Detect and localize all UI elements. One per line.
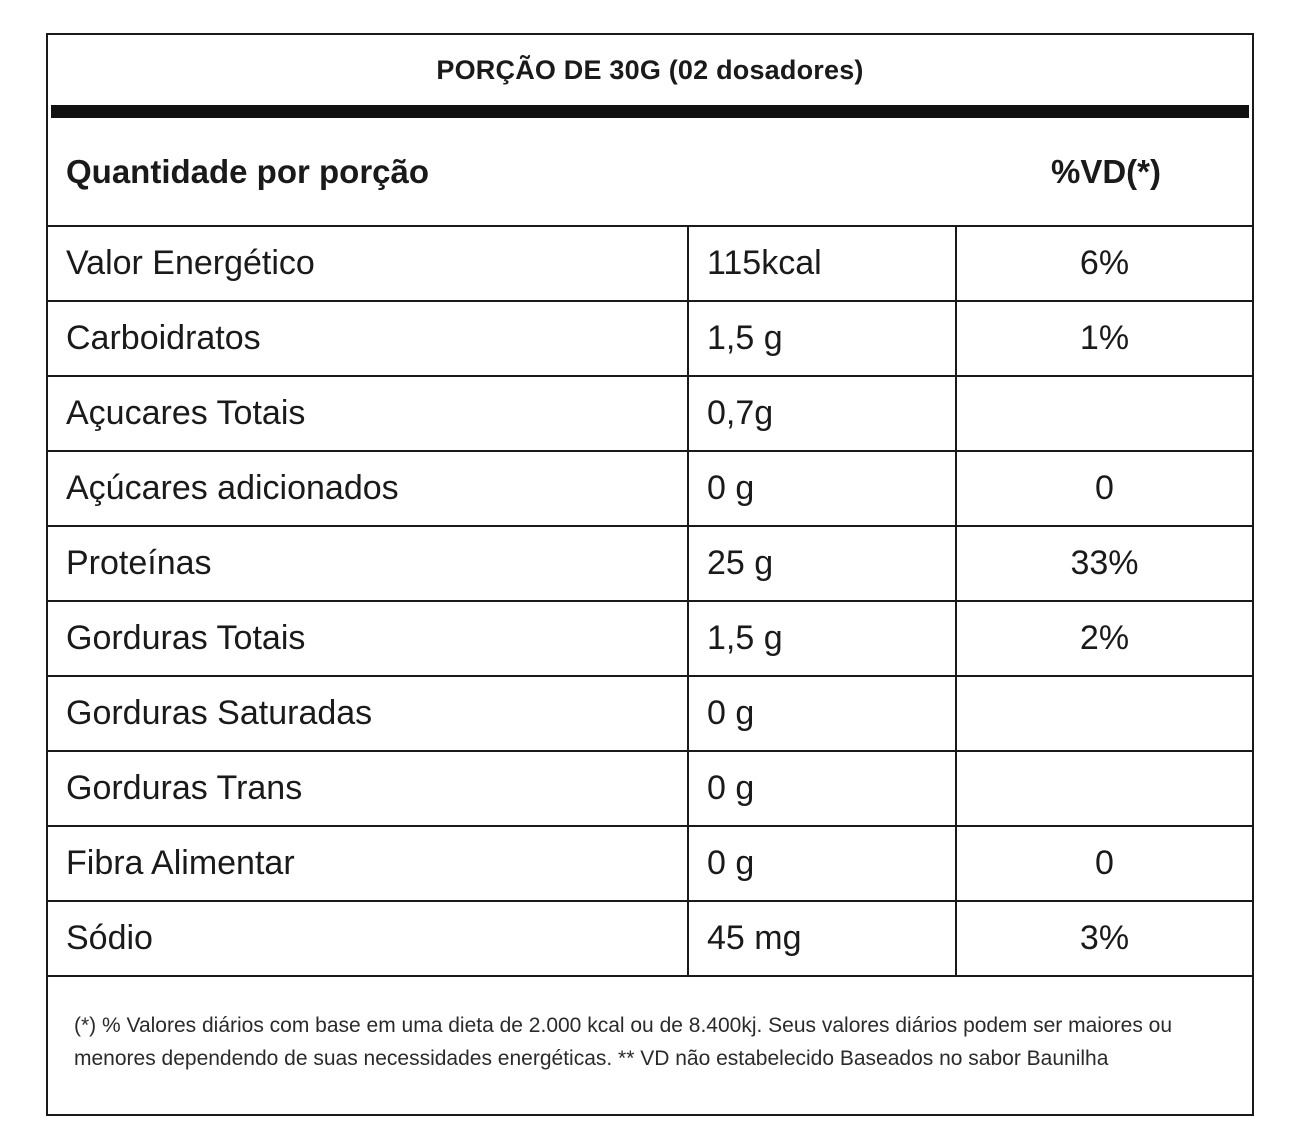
table-row: Carboidratos 1,5 g 1%	[48, 301, 1252, 377]
table-row: Sódio 45 mg 3%	[48, 901, 1252, 977]
nutrient-amount: 1,5 g	[688, 601, 957, 677]
thick-divider	[51, 105, 1249, 118]
nutrient-name: Açucares Totais	[48, 376, 689, 452]
nutrient-rows: Valor Energético 115kcal 6% Carboidratos…	[48, 227, 1252, 977]
nutrient-dv	[956, 376, 1252, 452]
header-dv-label: %VD(*)	[1050, 152, 1161, 190]
nutrient-amount: 45 mg	[688, 901, 957, 977]
nutrient-dv: 2%	[956, 601, 1252, 677]
nutrient-amount: 25 g	[688, 526, 957, 602]
nutrient-dv	[956, 676, 1252, 752]
nutrient-amount: 0 g	[688, 451, 957, 527]
table-row: Valor Energético 115kcal 6%	[48, 227, 1252, 302]
table-row: Gorduras Totais 1,5 g 2%	[48, 601, 1252, 677]
nutrient-amount: 0 g	[688, 676, 957, 752]
nutrient-name: Gorduras Trans	[48, 751, 689, 827]
table-row: Gorduras Trans 0 g	[48, 751, 1252, 827]
nutrient-amount: 0,7g	[688, 376, 957, 452]
nutrient-name: Gorduras Saturadas	[48, 676, 689, 752]
nutrient-name: Fibra Alimentar	[48, 826, 689, 902]
serving-size: PORÇÃO DE 30G (02 dosadores)	[436, 54, 864, 85]
header-quantity-label: Quantidade por porção	[66, 152, 430, 190]
table-row: Fibra Alimentar 0 g 0	[48, 826, 1252, 902]
table-row: Gorduras Saturadas 0 g	[48, 676, 1252, 752]
nutrient-amount: 115kcal	[688, 227, 957, 302]
table-row: Açúcares adicionados 0 g 0	[48, 451, 1252, 527]
nutrient-dv	[956, 751, 1252, 827]
nutrient-dv: 33%	[956, 526, 1252, 602]
nutrient-amount: 1,5 g	[688, 301, 957, 377]
table-row: Proteínas 25 g 33%	[48, 526, 1252, 602]
nutrient-name: Sódio	[48, 901, 689, 977]
nutrient-dv: 0	[956, 451, 1252, 527]
footnote: (*) % Valores diários com base em uma di…	[74, 1014, 1173, 1070]
nutrient-amount: 0 g	[688, 826, 957, 902]
table-header: Quantidade por porção %VD(*)	[48, 118, 1252, 227]
nutrient-dv: 0	[956, 826, 1252, 902]
nutrient-name: Carboidratos	[48, 301, 689, 377]
table-row: Açucares Totais 0,7g	[48, 376, 1252, 452]
nutrient-amount: 0 g	[688, 751, 957, 827]
nutrient-dv: 3%	[956, 901, 1252, 977]
nutrient-name: Gorduras Totais	[48, 601, 689, 677]
nutrient-name: Açúcares adicionados	[48, 451, 689, 527]
nutrient-dv: 1%	[956, 301, 1252, 377]
nutrient-name: Proteínas	[48, 526, 689, 602]
nutrient-name: Valor Energético	[48, 227, 689, 302]
nutrient-dv: 6%	[956, 227, 1252, 302]
nutrition-facts-table: PORÇÃO DE 30G (02 dosadores) Quantidade …	[46, 33, 1254, 1116]
